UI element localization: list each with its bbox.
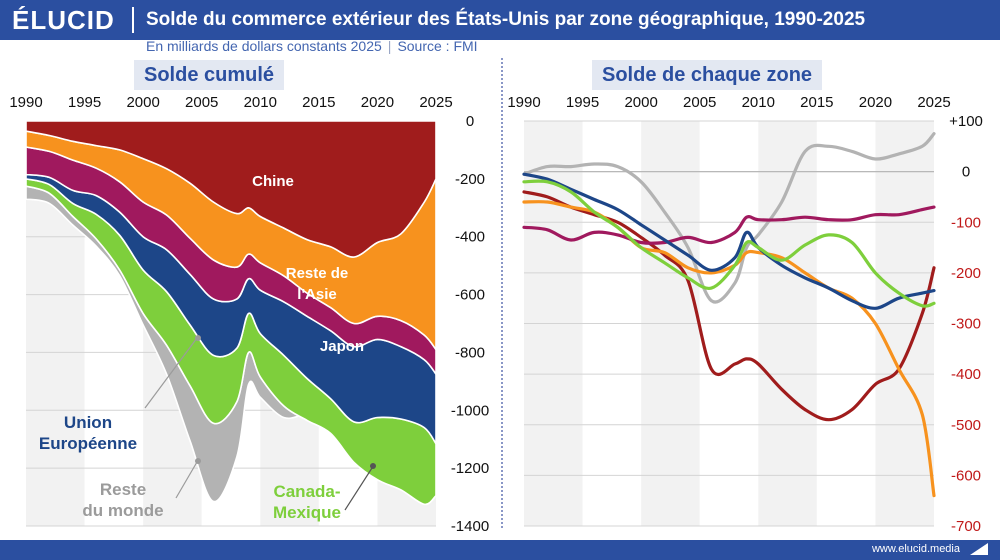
annotation-asie: Reste de	[286, 265, 349, 282]
y-tick-label: -800	[455, 344, 485, 361]
leader-line	[175, 461, 198, 499]
y-tick-label: -700	[951, 518, 981, 535]
line-japon	[522, 205, 936, 245]
y-tick-label: -200	[455, 171, 485, 188]
page-title: Solde du commerce extérieur des États-Un…	[146, 9, 866, 30]
area-chine	[25, 120, 437, 258]
y-tick-label: -100	[951, 214, 981, 231]
y-tick-label: -500	[951, 417, 981, 434]
x-tick-label: 1995	[566, 94, 599, 111]
x-tick-label: 2015	[302, 94, 335, 111]
panel-divider	[501, 58, 503, 528]
annotation-ue: Européenne	[39, 434, 137, 453]
leader-dot	[370, 463, 376, 469]
leader-lines	[144, 335, 376, 511]
subtitle-separator: |	[387, 38, 392, 54]
y-tick-label: -1000	[451, 402, 489, 419]
y-tick-label: -400	[951, 366, 981, 383]
x-tick-label: 2005	[683, 94, 716, 111]
annotation-japon: Japon	[320, 338, 364, 355]
x-tick-label: 2020	[361, 94, 394, 111]
footer-bar	[0, 540, 1000, 560]
x-tick-label: 2005	[185, 94, 218, 111]
series-lines	[522, 132, 936, 498]
x-tick-label: 2015	[800, 94, 833, 111]
y-tick-labels: 0 -200 -400 -600 -800 -1000 -1200 -1400	[451, 113, 489, 535]
header-bar	[0, 0, 1000, 40]
x-tick-labels: 1990 1995 2000 2005 2010 2015 2020 2025	[507, 94, 950, 111]
x-tick-label: 2025	[917, 94, 950, 111]
y-tick-label: -600	[951, 467, 981, 484]
area-layers	[25, 120, 437, 506]
y-tick-label: +100	[949, 113, 983, 130]
line-canada	[522, 179, 936, 308]
x-tick-label: 1995	[68, 94, 101, 111]
gridlines	[524, 120, 934, 527]
annotations: Chine Reste de l'Asie Japon Union Européenne R…	[39, 173, 364, 522]
x-tick-label: 1990	[9, 94, 42, 111]
annotation-chine: Chine	[252, 173, 294, 190]
annotation-monde: du monde	[82, 501, 163, 520]
subtitle: En milliards de dollars constants 2025 | S…	[146, 38, 478, 54]
x-tick-label: 2000	[624, 94, 657, 111]
footer-url[interactable]: www.elucid.media	[871, 543, 960, 555]
subtitle-source: Source : FMI	[397, 38, 478, 54]
left-panel-title: Solde cumulé	[134, 60, 285, 90]
leader-dot	[195, 335, 201, 341]
annotation-asie: l'Asie	[297, 286, 336, 303]
line-chart: 1990 1995 2000 2005 2010 2015 2020 2025 +100 0 -10…	[507, 94, 983, 535]
brand-separator	[132, 7, 134, 33]
annotation-canada: Canada-	[273, 482, 340, 501]
right-panel-title: Solde de chaque zone	[592, 60, 823, 90]
brand-logo[interactable]: ÉLUCID	[12, 5, 115, 35]
y-tick-label: -1400	[451, 518, 489, 535]
leader-dot	[195, 458, 201, 464]
x-tick-label: 2010	[742, 94, 775, 111]
x-tick-label: 2010	[244, 94, 277, 111]
leader-line	[344, 467, 373, 511]
y-tick-label: 0	[962, 164, 970, 181]
line-monde	[522, 132, 936, 304]
y-tick-label: -200	[951, 265, 981, 282]
brand-mark-icon	[970, 543, 988, 555]
x-tick-labels: 1990 1995 2000 2005 2010 2015 2020 2025	[9, 94, 452, 111]
line-ue	[522, 172, 936, 310]
x-tick-label: 2000	[126, 94, 159, 111]
stacked-area-chart: 1990 1995 2000 2005 2010 2015 2020 2025 0 -200 -40…	[9, 94, 489, 535]
x-tick-label: 2020	[859, 94, 892, 111]
annotation-canada: Mexique	[273, 503, 341, 522]
subtitle-units: En milliards de dollars constants 2025	[146, 38, 382, 54]
y-tick-label: -400	[455, 229, 485, 246]
y-tick-labels: +100 0 -100 -200 -300 -400 -500 -600 -700	[949, 113, 983, 535]
y-tick-label: 0	[466, 113, 474, 130]
y-tick-label: -300	[951, 316, 981, 333]
x-tick-label: 2025	[419, 94, 452, 111]
x-tick-label: 1990	[507, 94, 540, 111]
leader-line	[144, 337, 198, 409]
y-tick-label: -1200	[451, 460, 489, 477]
y-tick-label: -600	[455, 287, 485, 304]
annotation-ue: Union	[64, 413, 112, 432]
annotation-monde: Reste	[100, 480, 146, 499]
